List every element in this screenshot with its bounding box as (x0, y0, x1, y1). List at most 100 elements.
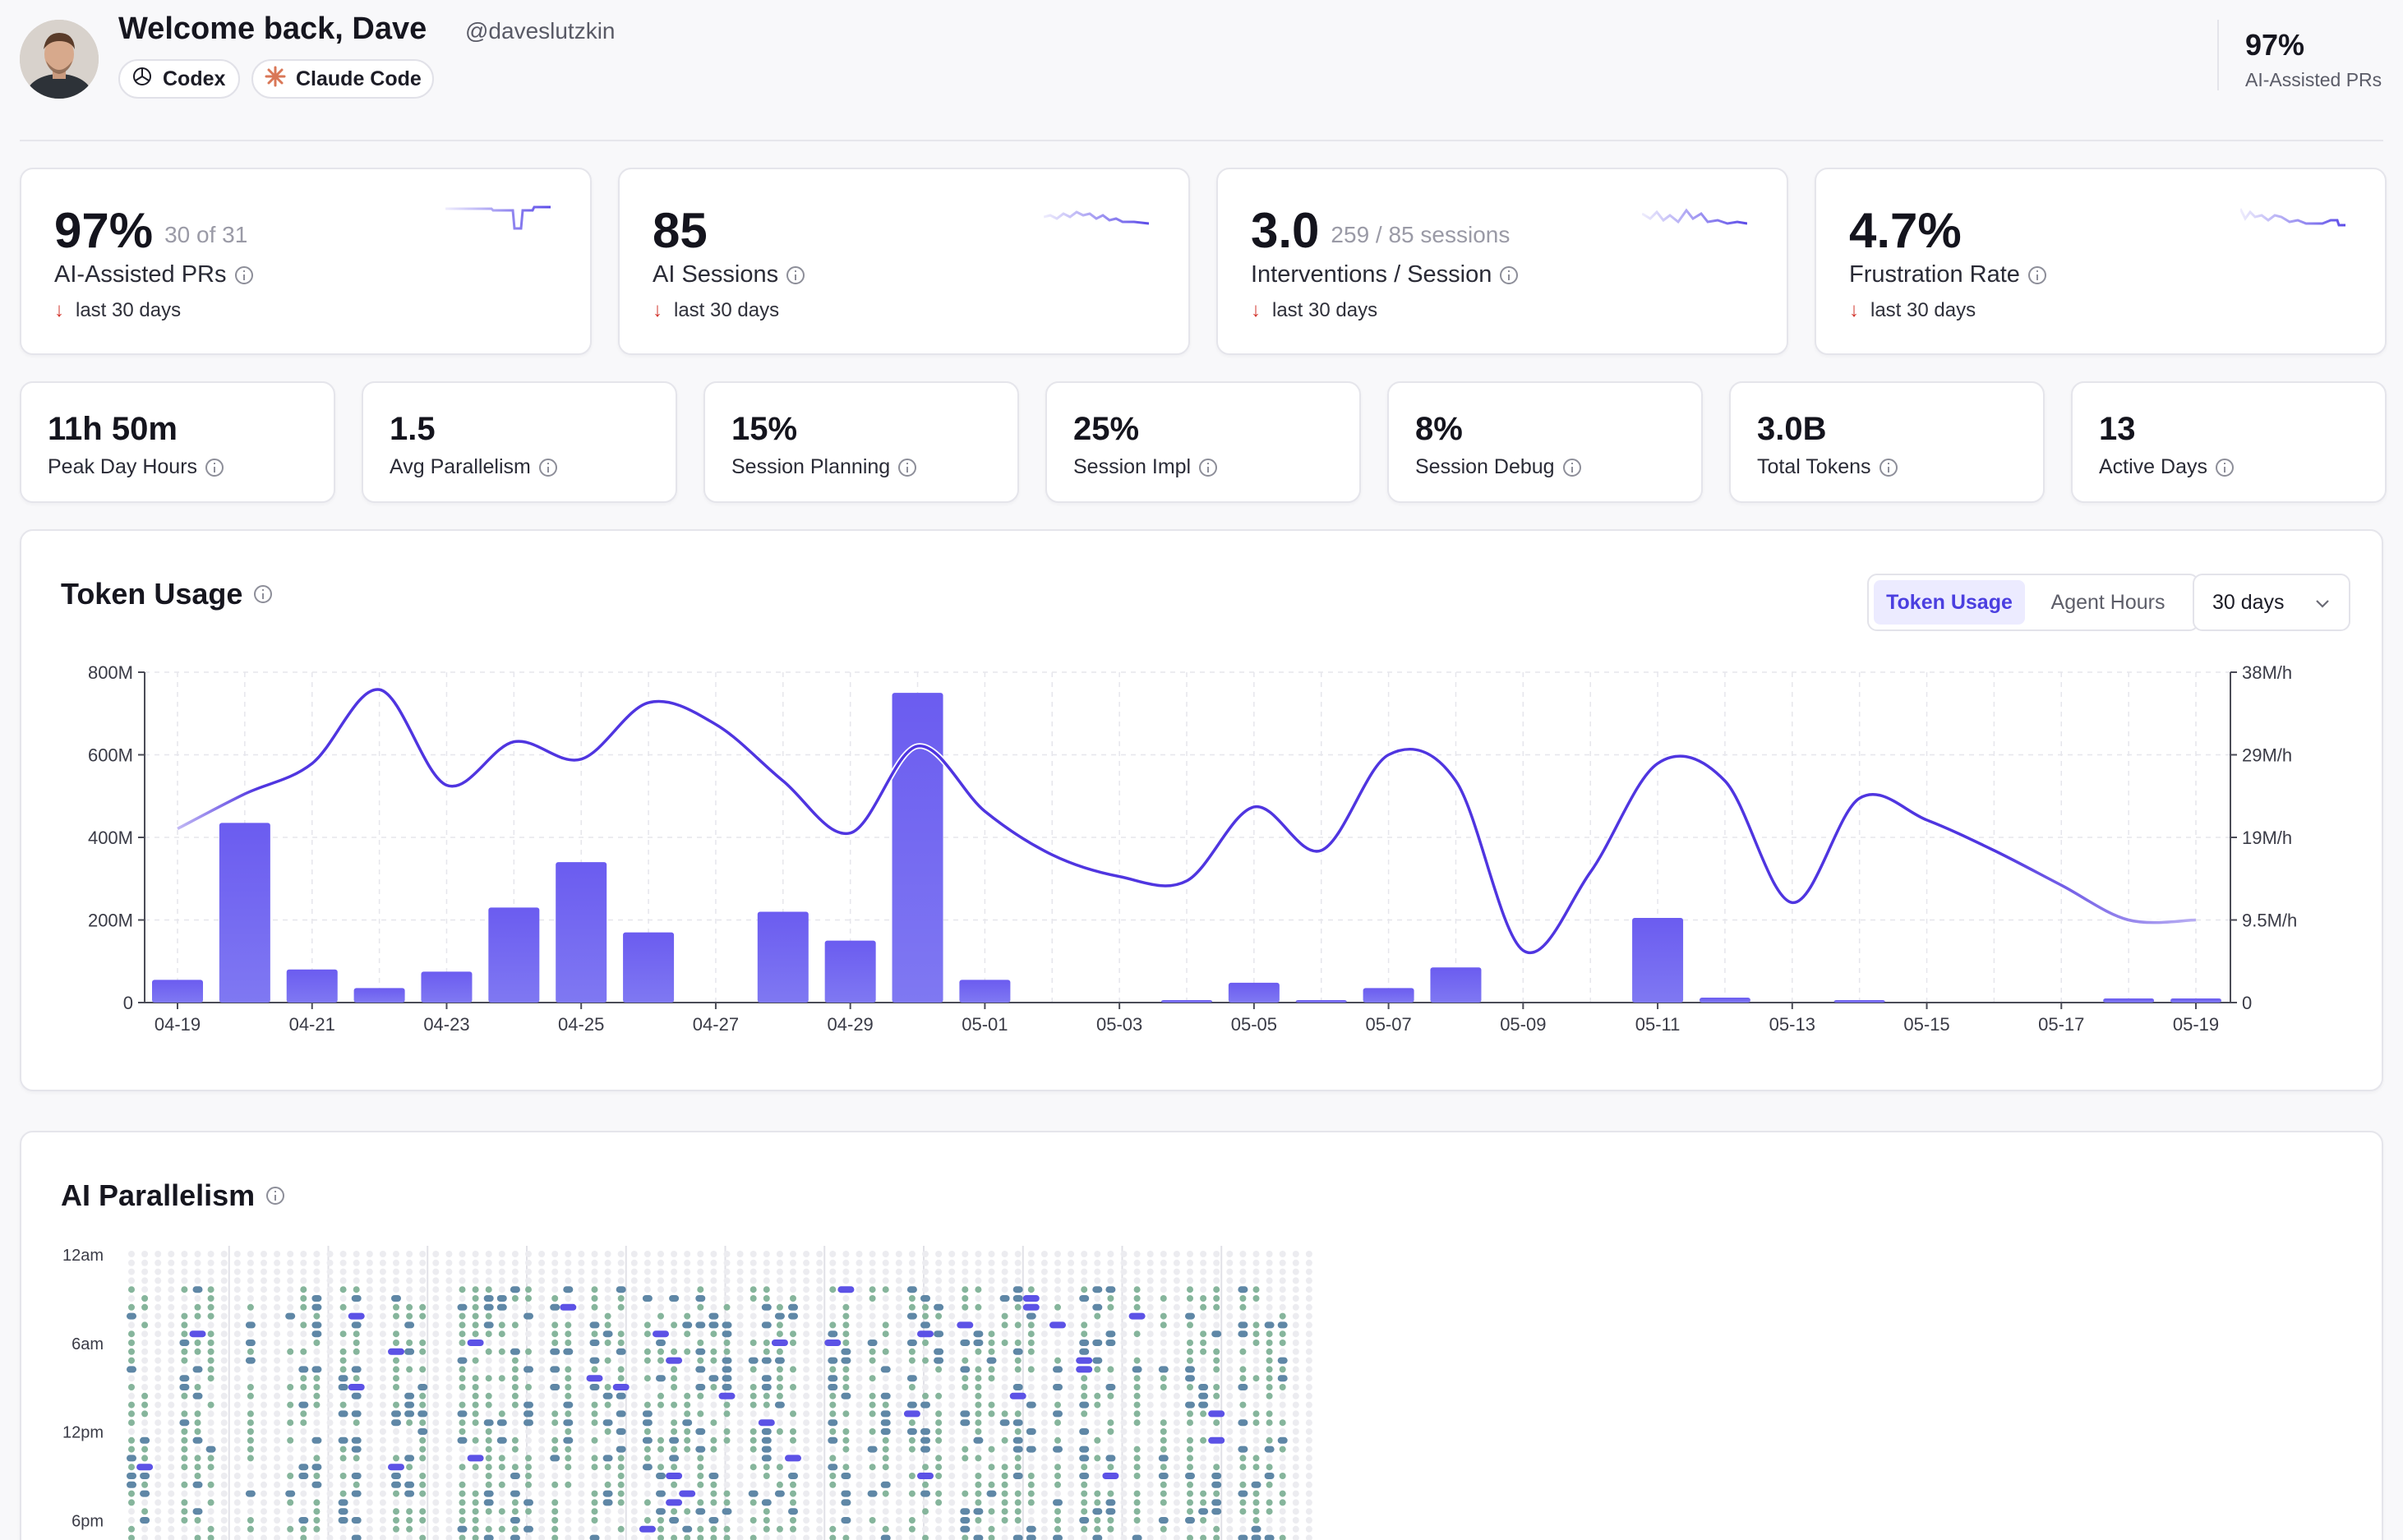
heatmap-cell (749, 1473, 757, 1479)
heatmap-cell (1160, 1312, 1167, 1320)
heatmap-cell (710, 1455, 717, 1462)
heatmap-cell (274, 1277, 281, 1284)
stat-card-session-planning[interactable]: 15% Session Planning (703, 381, 1019, 503)
heatmap-cell (736, 1348, 744, 1355)
info-icon[interactable] (2215, 458, 2234, 477)
heatmap-cell (962, 1268, 969, 1275)
kpi-subvalue: 30 of 31 (164, 222, 248, 247)
heatmap-cell (1040, 1517, 1048, 1524)
info-icon[interactable] (1879, 458, 1898, 477)
heatmap-cell (247, 1268, 254, 1275)
info-icon[interactable] (538, 458, 557, 477)
heatmap-cell (1305, 1508, 1312, 1515)
heatmap-cell (1160, 1436, 1167, 1444)
heatmap-cell (749, 1436, 757, 1444)
heatmap-cell (353, 1277, 360, 1284)
tool-chip-claude-code[interactable]: Claude Code (251, 59, 434, 99)
heatmap-cell (1146, 1490, 1154, 1497)
avatar[interactable] (20, 20, 99, 99)
toggle-agent-hours[interactable]: Agent Hours (2050, 590, 2165, 614)
stat-card-active-days[interactable]: 13 Active Days (2071, 381, 2387, 503)
tool-chip-codex[interactable]: Codex (118, 59, 240, 99)
heatmap-cell (771, 1339, 788, 1346)
heatmap-cell (1211, 1330, 1222, 1338)
info-icon[interactable] (266, 1187, 285, 1205)
heatmap-cell (617, 1517, 625, 1524)
heatmap-cell (393, 1330, 399, 1338)
heatmap-cell (1027, 1259, 1035, 1266)
heatmap-cell (194, 1401, 201, 1409)
heatmap-cell (882, 1312, 889, 1320)
heatmap-cell (697, 1490, 704, 1497)
heatmap-cell (1200, 1419, 1207, 1427)
heatmap-cell (1001, 1348, 1008, 1355)
heatmap-cell (948, 1366, 956, 1373)
kpi-card-ai-sessions[interactable]: 85 AI Sessions ↓ last 30 days (618, 168, 1190, 355)
heatmap-cell (1081, 1268, 1088, 1275)
kpi-card-interventions-per-session[interactable]: 3.0 259 / 85 sessions Interventions / Ses… (1216, 168, 1788, 355)
heatmap-cell (1279, 1410, 1286, 1418)
info-icon[interactable] (1500, 265, 1519, 284)
heatmap-cell (1200, 1259, 1207, 1266)
heatmap-cell (472, 1490, 479, 1497)
heatmap-cell (643, 1534, 651, 1540)
heatmap-cell (1305, 1295, 1312, 1302)
heatmap-cell (1252, 1392, 1260, 1399)
heatmap-cell (856, 1312, 863, 1320)
heatmap-cell (1146, 1348, 1154, 1355)
heatmap-cell (220, 1490, 228, 1497)
heatmap-cell (551, 1357, 559, 1364)
heatmap-cell (591, 1508, 598, 1515)
heatmap-cell (168, 1330, 175, 1338)
stat-value: 13 (2099, 411, 2136, 447)
stat-card-avg-parallelism[interactable]: 1.5 Avg Parallelism (362, 381, 677, 503)
heatmap-cell (1187, 1490, 1193, 1497)
heatmap-cell (776, 1525, 783, 1533)
heatmap-cell (1198, 1508, 1209, 1515)
stat-card-session-debug[interactable]: 8% Session Debug (1387, 381, 1703, 503)
info-icon[interactable] (2027, 265, 2046, 284)
heatmap-cell (684, 1384, 691, 1390)
heatmap-cell (220, 1419, 228, 1427)
info-icon[interactable] (1199, 458, 1218, 477)
heatmap-cell (1173, 1259, 1180, 1266)
heatmap-cell (538, 1348, 546, 1355)
heatmap-cell (1027, 1499, 1035, 1506)
heatmap-cell (472, 1251, 479, 1257)
heatmap-cell (895, 1339, 902, 1346)
heatmap-cell (261, 1464, 267, 1471)
heatmap-cell (684, 1348, 691, 1355)
heatmap-cell (749, 1268, 757, 1275)
heatmap-cell (538, 1277, 546, 1284)
kpi-card-frustration-rate[interactable]: 4.7% Frustration Rate ↓ last 30 days (1815, 168, 2387, 355)
info-icon[interactable] (205, 458, 224, 477)
heatmap-cell (379, 1375, 386, 1382)
heatmap-cell (326, 1348, 334, 1355)
kpi-label: Frustration Rate (1849, 261, 2046, 288)
toggle-token-usage[interactable]: Token Usage (1874, 580, 2025, 625)
info-icon[interactable] (1562, 458, 1581, 477)
info-icon[interactable] (898, 458, 917, 477)
heatmap-cell (406, 1428, 413, 1435)
heatmap-cell (274, 1268, 281, 1275)
heatmap-cell (1105, 1330, 1116, 1338)
heatmap-cell (604, 1428, 611, 1435)
heatmap-cell (207, 1251, 214, 1257)
heatmap-cell (1132, 1534, 1142, 1540)
info-icon[interactable] (254, 585, 273, 603)
range-select[interactable]: 30 days (2193, 574, 2350, 631)
heatmap-cell (723, 1303, 731, 1311)
stat-card-session-impl[interactable]: 25% Session Impl (1045, 381, 1361, 503)
heatmap-cell (1173, 1534, 1180, 1540)
heatmap-cell (761, 1436, 772, 1444)
stat-label: Avg Parallelism (390, 455, 557, 479)
info-icon[interactable] (234, 265, 253, 284)
info-icon[interactable] (786, 265, 805, 284)
kpi-card-ai-assisted-prs[interactable]: 97% 30 of 31 AI-Assisted PRs ↓ last 30 day… (20, 168, 592, 355)
stat-card-total-tokens[interactable]: 3.0B Total Tokens (1729, 381, 2045, 503)
heatmap-cell (220, 1259, 228, 1266)
heatmap-cell (1279, 1464, 1286, 1471)
heatmap-cell (736, 1525, 744, 1533)
stat-card-peak-day-hours[interactable]: 11h 50m Peak Day Hours (20, 381, 335, 503)
heatmap-cell (895, 1375, 902, 1382)
